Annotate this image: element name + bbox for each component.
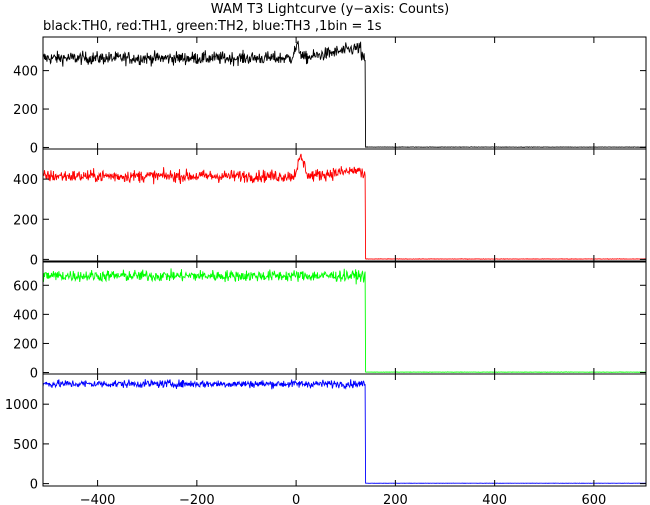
y-tick-label: 0 (30, 367, 38, 382)
x-axis: −400 −200 0 200 400 600 (80, 493, 607, 505)
panel-frame (42, 373, 647, 487)
x-tick-label: 0 (292, 493, 300, 505)
y-tick-label: 1000 (5, 398, 38, 413)
x-tick-label: −400 (80, 493, 116, 505)
y-tick-label: 0 (30, 141, 38, 156)
x-tick-label: 200 (383, 493, 408, 505)
y-tick-label: 400 (13, 65, 38, 80)
chart-subtitle: black:TH0, red:TH1, green:TH2, blue:TH3 … (43, 19, 382, 34)
y-tick-label: 400 (13, 308, 38, 323)
panel-frame (42, 36, 647, 150)
series-th1-line (42, 153, 647, 260)
y-tick-label: 0 (30, 253, 38, 268)
y-tick-label: 400 (13, 173, 38, 188)
panel-th2: 0 200 400 600 (13, 261, 647, 382)
series-th2-line (42, 268, 647, 373)
y-tick-label: 200 (13, 103, 38, 118)
panel-th3: 0 500 1000 (5, 373, 647, 493)
y-tick-label: 200 (13, 213, 38, 228)
series-th3-line (42, 378, 647, 484)
panel-frame (42, 148, 647, 262)
panel-th1: 0 200 400 (13, 148, 647, 268)
y-tick-label: 200 (13, 337, 38, 352)
x-tick-label: −200 (179, 493, 215, 505)
panels-group: 0 200 400 0 200 400 0 200 400 600 0 500 1000 (5, 36, 647, 493)
y-tick-label: 600 (13, 279, 38, 294)
y-tick-label: 500 (13, 438, 38, 453)
panel-th0: 0 200 400 (13, 36, 647, 156)
chart-title: WAM T3 Lightcurve (y−axis: Counts) (211, 2, 449, 17)
y-tick-label: 0 (30, 478, 38, 493)
x-tick-label: 400 (482, 493, 507, 505)
series-th0-line (42, 40, 647, 148)
x-tick-label: 600 (581, 493, 606, 505)
